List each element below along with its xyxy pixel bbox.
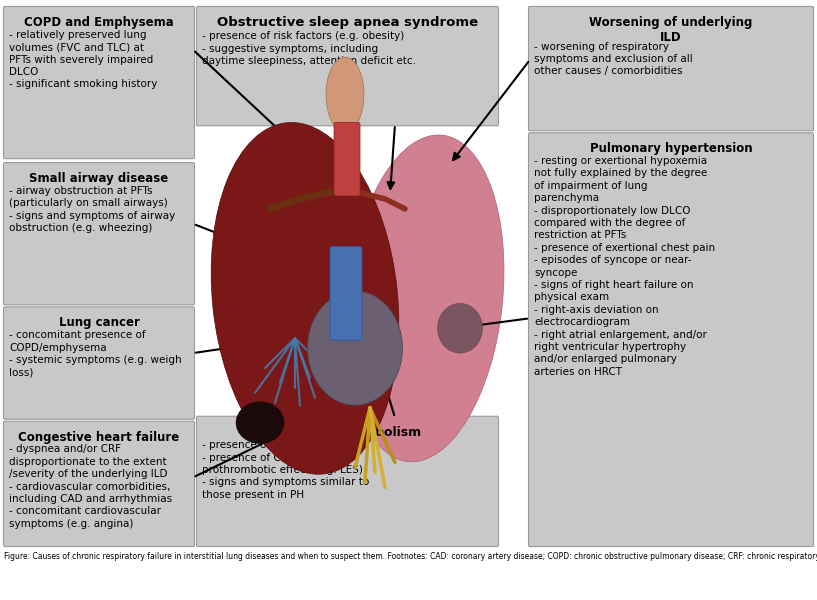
Ellipse shape	[236, 402, 284, 443]
Ellipse shape	[307, 291, 403, 405]
FancyBboxPatch shape	[3, 307, 194, 419]
Text: COPD and Emphysema: COPD and Emphysema	[25, 16, 174, 29]
Text: - presence of risk factors for PE
- presence of CTDs with
prothrombotic effect (: - presence of risk factors for PE - pres…	[202, 440, 369, 500]
Text: Figure: Causes of chronic respiratory failure in interstitial lung diseases and : Figure: Causes of chronic respiratory fa…	[4, 552, 817, 561]
FancyBboxPatch shape	[197, 7, 498, 126]
FancyBboxPatch shape	[3, 421, 194, 547]
Ellipse shape	[437, 304, 483, 353]
Text: Obstructive sleep apnea syndrome: Obstructive sleep apnea syndrome	[217, 16, 478, 29]
Text: Lung cancer: Lung cancer	[59, 316, 140, 329]
Text: - relatively preserved lung
volumes (FVC and TLC) at
PFTs with severely impaired: - relatively preserved lung volumes (FVC…	[9, 30, 158, 89]
Text: Pulmonary hypertension: Pulmonary hypertension	[590, 142, 752, 155]
Text: Small airway disease: Small airway disease	[29, 172, 168, 185]
Text: Worsening of underlying
ILD: Worsening of underlying ILD	[589, 16, 752, 44]
FancyBboxPatch shape	[3, 7, 194, 158]
FancyBboxPatch shape	[330, 247, 362, 340]
FancyBboxPatch shape	[529, 133, 814, 547]
FancyBboxPatch shape	[3, 163, 194, 305]
Ellipse shape	[326, 57, 364, 132]
Ellipse shape	[346, 135, 504, 462]
Text: Pulmonary embolism: Pulmonary embolism	[274, 425, 421, 439]
FancyBboxPatch shape	[529, 7, 814, 131]
Text: - dyspnea and/or CRF
disproportionate to the extent
/severity of the underlying : - dyspnea and/or CRF disproportionate to…	[9, 445, 172, 529]
Text: - worsening of respiratory
symptoms and exclusion of all
other causes / comorbid: - worsening of respiratory symptoms and …	[534, 41, 693, 76]
FancyBboxPatch shape	[197, 416, 498, 547]
FancyBboxPatch shape	[334, 122, 360, 196]
Text: Congestive heart failure: Congestive heart failure	[18, 431, 180, 443]
Text: - presence of risk factors (e.g. obesity)
- suggestive symptoms, including
dayti: - presence of risk factors (e.g. obesity…	[202, 31, 416, 66]
Text: - resting or exertional hypoxemia
not fully explained by the degree
of impairmen: - resting or exertional hypoxemia not fu…	[534, 156, 715, 377]
Text: - concomitant presence of
COPD/emphysema
- systemic symptoms (e.g. weigh
loss): - concomitant presence of COPD/emphysema…	[9, 330, 181, 377]
Ellipse shape	[211, 122, 399, 474]
Text: - airway obstruction at PFTs
(particularly on small airways)
- signs and symptom: - airway obstruction at PFTs (particular…	[9, 186, 176, 233]
